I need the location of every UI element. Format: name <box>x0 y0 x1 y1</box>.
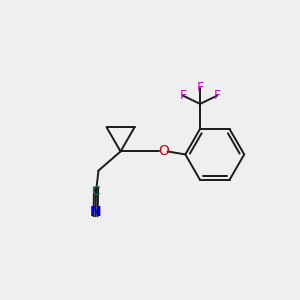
Text: C: C <box>92 185 100 198</box>
Text: O: O <box>158 145 169 158</box>
Text: F: F <box>196 81 204 94</box>
Text: F: F <box>179 89 187 102</box>
Text: N: N <box>90 206 101 219</box>
Text: F: F <box>214 89 221 102</box>
